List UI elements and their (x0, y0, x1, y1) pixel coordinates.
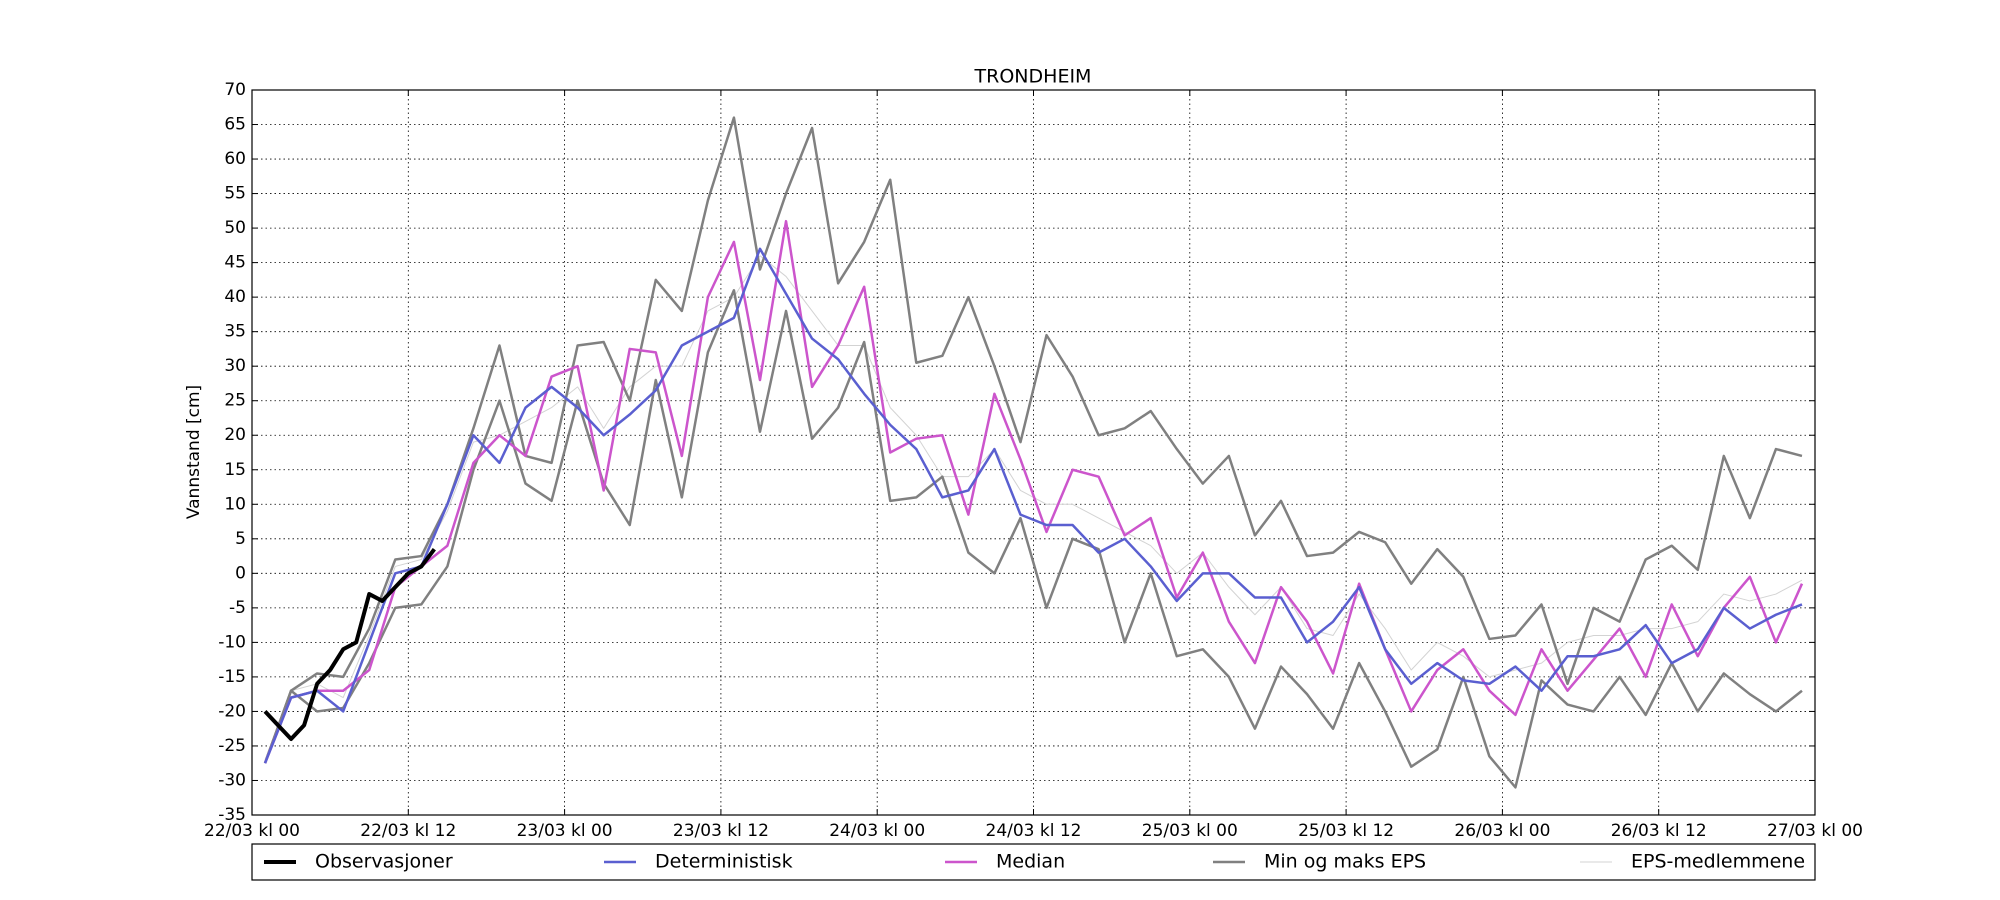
x-tick-label: 26/03 kl 12 (1611, 821, 1707, 841)
y-tick-label: -15 (218, 667, 246, 687)
y-tick-label: 55 (224, 184, 246, 204)
observation-line (263, 547, 436, 742)
y-tick-label: 35 (224, 322, 246, 342)
y-tick-label: 10 (224, 494, 246, 514)
series-line (263, 219, 1804, 764)
y-tick-label: 60 (224, 149, 246, 169)
y-tick-label: -30 (218, 770, 246, 790)
x-tick-label: 22/03 kl 00 (204, 821, 300, 841)
legend-label: EPS-medlemmene (1631, 851, 1805, 873)
y-tick-label: 15 (224, 460, 246, 480)
y-tick-label: 25 (224, 391, 246, 411)
x-tick-label: 23/03 kl 00 (517, 821, 613, 841)
x-tick-label: 26/03 kl 00 (1454, 821, 1550, 841)
x-tick-label: 24/03 kl 12 (986, 821, 1082, 841)
y-tick-label: 20 (224, 425, 246, 445)
y-tick-label: -35 (218, 805, 246, 825)
y-tick-label: 45 (224, 253, 246, 273)
x-tick-label: 23/03 kl 12 (673, 821, 769, 841)
plot-frame (251, 89, 1816, 816)
y-axis-label: Vannstand [cm] (184, 385, 204, 519)
x-tick-label: 25/03 kl 00 (1142, 821, 1238, 841)
legend-label: Deterministisk (655, 851, 793, 873)
y-tick-label: 5 (235, 529, 246, 549)
y-tick-label: 70 (224, 80, 246, 100)
series-line (263, 247, 1803, 764)
chart-title: TRONDHEIM (974, 66, 1092, 88)
legend-label: Observasjoner (315, 851, 453, 873)
x-tick-label: 25/03 kl 12 (1298, 821, 1394, 841)
y-tick-label: 30 (224, 356, 246, 376)
y-tick-label: 0 (235, 563, 246, 583)
legend-box (251, 843, 1816, 881)
y-tick-label: -20 (218, 701, 246, 721)
x-tick-label: 27/03 kl 00 (1767, 821, 1863, 841)
y-tick-label: -25 (218, 736, 246, 756)
legend-label: Median (996, 851, 1065, 873)
y-tick-label: -5 (229, 598, 246, 618)
y-tick-label: 50 (224, 218, 246, 238)
eps-max-line (263, 116, 1803, 764)
x-tick-label: 22/03 kl 12 (360, 821, 456, 841)
y-tick-label: -10 (218, 632, 246, 652)
legend-label: Min og maks EPS (1264, 851, 1426, 873)
x-tick-label: 24/03 kl 00 (829, 821, 925, 841)
y-tick-label: 65 (224, 115, 246, 135)
y-tick-label: 40 (224, 287, 246, 307)
